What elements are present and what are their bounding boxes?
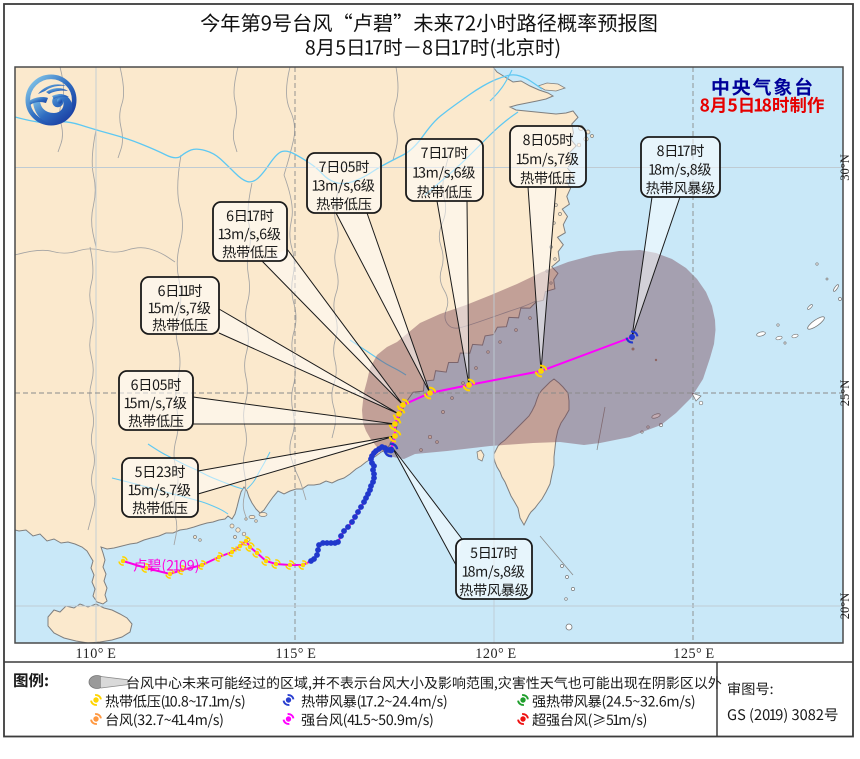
svg-text:110° E: 110° E — [76, 646, 117, 662]
svg-text:125° E: 125° E — [673, 646, 714, 662]
svg-text:115° E: 115° E — [276, 646, 317, 662]
svg-text:20°N: 20°N — [838, 593, 852, 620]
svg-text:25°N: 25°N — [838, 380, 852, 407]
svg-text:30°N: 30°N — [838, 154, 852, 181]
svg-text:120° E: 120° E — [475, 646, 516, 662]
